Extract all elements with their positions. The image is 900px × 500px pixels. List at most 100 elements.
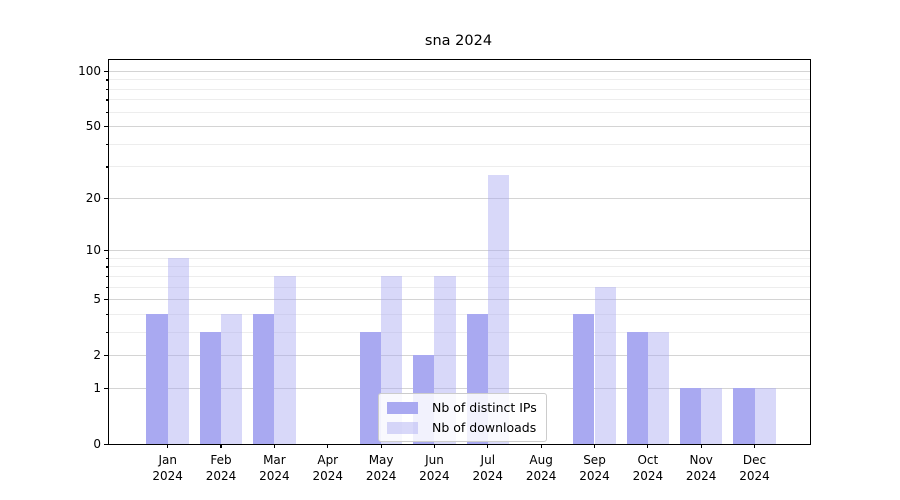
gridline-minor (109, 88, 810, 90)
y-tick-label: 5 (93, 292, 101, 307)
y-tick-label: 100 (78, 64, 101, 78)
gridline-minor (109, 313, 810, 315)
y-tick (104, 355, 109, 357)
gridline-minor (109, 111, 810, 113)
x-tick (487, 444, 489, 448)
gridline-minor (109, 79, 810, 81)
gridline-major (109, 71, 810, 72)
y-minor-tick (106, 88, 109, 91)
gridline-major (109, 250, 810, 252)
legend-swatch-downloads (387, 421, 418, 434)
legend-label-downloads: Nb of downloads (432, 420, 537, 435)
y-minor-tick (106, 99, 109, 101)
y-minor-tick (106, 266, 109, 268)
y-tick-label: 20 (85, 190, 101, 205)
x-tick-label: Mar 2024 (259, 453, 290, 483)
bar-distinct-ips-9 (626, 331, 648, 444)
gridline-major (109, 197, 810, 199)
bar-distinct-ips-11 (733, 387, 755, 444)
y-tick-label: 2 (93, 348, 101, 363)
x-tick-label: May 2024 (365, 453, 397, 483)
y-minor-tick (106, 143, 109, 146)
x-tick (700, 444, 702, 448)
y-minor-tick (106, 257, 109, 260)
legend: Nb of distinct IPs Nb of downloads (378, 393, 547, 442)
chart-title: sna 2024 (424, 33, 493, 49)
gridline-minor (109, 166, 810, 168)
bar-downloads-1 (221, 313, 243, 444)
bar-downloads-10 (701, 387, 723, 444)
gridline-minor (109, 257, 810, 259)
bar-downloads-9 (647, 331, 670, 444)
y-minor-tick (106, 331, 109, 334)
y-minor-tick (106, 313, 109, 316)
axis-ticks-layer: 0 1 2 5 10 20 50 100 Jan 2024 Feb 2024 Mar 2024 Apr… (78, 60, 810, 483)
bar-distinct-ips-4 (359, 331, 382, 444)
x-tick-label: Nov 2024 (685, 453, 717, 483)
gridline-minor (109, 266, 810, 268)
gridline-minor (109, 331, 810, 333)
x-tick (327, 444, 329, 448)
x-tick (273, 444, 275, 448)
gridline-major (109, 299, 810, 301)
bar-distinct-ips-8 (573, 313, 595, 444)
x-tick-label: Aug 2024 (525, 453, 557, 483)
x-tick-label: Dec 2024 (739, 453, 770, 483)
bar-downloads-11 (754, 387, 776, 444)
y-tick (104, 126, 109, 128)
legend-entry-distinct-ips: Nb of distinct IPs (387, 400, 537, 415)
y-tick (104, 197, 109, 200)
gridline-major (109, 355, 810, 357)
y-tick-label: 0 (93, 437, 101, 451)
x-tick (753, 444, 756, 448)
y-minor-tick (106, 275, 109, 278)
gridline-minor (109, 143, 810, 145)
x-tick-label: Apr 2024 (312, 453, 344, 483)
plot-area: 0 1 2 5 10 20 50 100 Jan 2024 Feb 2024 Mar 2024 Apr… (78, 59, 811, 483)
y-tick (104, 250, 109, 252)
legend-swatch-distinct-ips (387, 401, 418, 414)
gridline-major (109, 126, 810, 128)
y-tick-label: 10 (85, 243, 101, 258)
bar-downloads-6 (487, 174, 510, 444)
y-tick (104, 387, 109, 390)
x-tick-label: Feb 2024 (205, 453, 237, 483)
x-tick (433, 444, 436, 448)
bar-distinct-ips-0 (146, 313, 168, 444)
bar-downloads-2 (274, 275, 296, 444)
x-tick (220, 444, 222, 448)
bar-distinct-ips-2 (253, 313, 275, 444)
x-tick-label: Jan 2024 (152, 453, 183, 483)
bar-downloads-8 (594, 286, 616, 444)
y-minor-tick (106, 111, 109, 113)
y-minor-tick (106, 166, 109, 168)
x-tick (380, 444, 382, 448)
y-tick (104, 71, 109, 73)
legend-label-distinct-ips: Nb of distinct IPs (432, 400, 537, 415)
legend-entry-downloads: Nb of downloads (387, 420, 537, 435)
x-tick (647, 444, 649, 448)
x-tick-label: Jul 2024 (472, 453, 504, 483)
x-tick (167, 444, 169, 448)
y-tick-label: 1 (93, 380, 101, 395)
y-minor-tick (106, 79, 109, 81)
bar-distinct-ips-10 (679, 387, 702, 444)
gridline-minor (109, 275, 810, 277)
y-tick (104, 444, 109, 446)
bars-layer (109, 60, 810, 444)
x-tick (540, 444, 542, 448)
gridline-major (109, 387, 810, 389)
gridline-minor (109, 99, 810, 101)
x-tick-label: Jun 2024 (419, 453, 450, 483)
y-minor-tick (106, 286, 109, 288)
bar-downloads-0 (167, 257, 189, 444)
gridlines-layer (109, 60, 810, 444)
bar-distinct-ips-1 (199, 331, 222, 444)
gridline-minor (109, 286, 810, 288)
x-tick-label: Sep 2024 (579, 453, 610, 483)
x-tick (593, 444, 596, 448)
x-tick-label: Oct 2024 (632, 453, 664, 483)
y-tick (104, 299, 109, 301)
y-tick-label: 50 (85, 119, 101, 134)
